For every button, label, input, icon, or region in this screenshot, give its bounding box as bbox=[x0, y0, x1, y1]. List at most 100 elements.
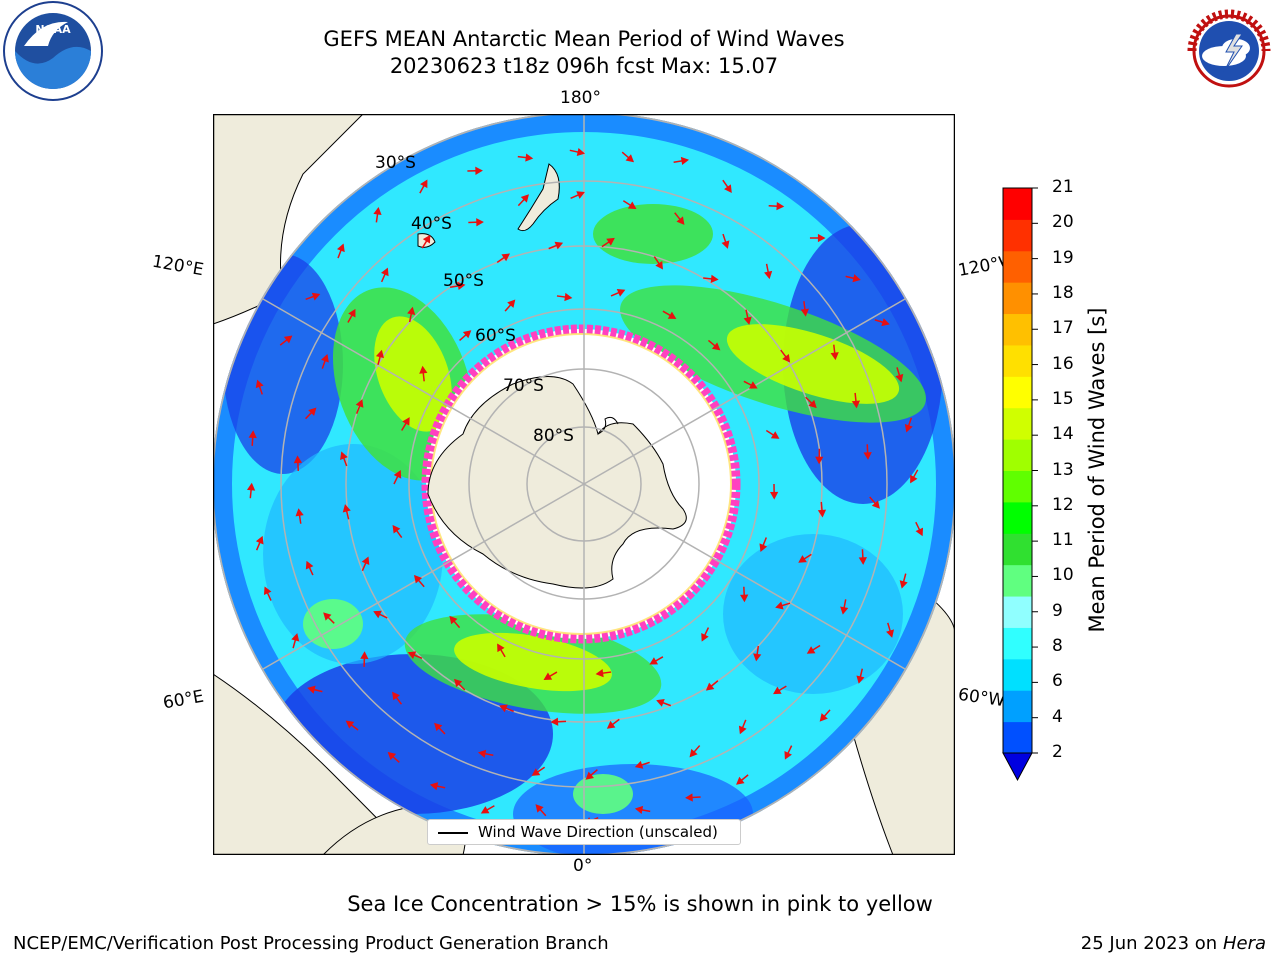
wave-direction-arrowhead bbox=[656, 698, 665, 707]
wave-direction-arrowhead bbox=[769, 491, 779, 500]
legend-line-swatch bbox=[438, 832, 468, 834]
wave-direction-arrowhead bbox=[858, 557, 867, 565]
colorbar-tick-label: 17 bbox=[1052, 318, 1074, 339]
wave-direction-arrowhead bbox=[711, 342, 721, 351]
wave-direction-arrowhead bbox=[915, 527, 924, 537]
wave-direction-arrowhead bbox=[800, 308, 809, 317]
colorbar-swatch bbox=[1003, 658, 1032, 691]
map-legend: Wind Wave Direction (unscaled) bbox=[427, 819, 741, 845]
colorbar-label: Mean Period of Wind Waves [s] bbox=[1085, 307, 1109, 633]
wave-direction-arrowhead bbox=[291, 633, 300, 642]
wave-direction-arrowhead bbox=[863, 452, 872, 460]
wave-direction-arrowhead bbox=[740, 594, 749, 603]
wave-direction-arrowhead bbox=[283, 335, 293, 344]
wave-direction-arrowhead bbox=[477, 749, 487, 758]
date-text: 25 Jun 2023 on Hera bbox=[1081, 933, 1266, 954]
polar-map: 30°S 40°S 50°S 60°S 70°S 80°S bbox=[213, 114, 955, 855]
wave-direction-arrowhead bbox=[705, 682, 715, 691]
wave-direction-arrowhead bbox=[576, 191, 585, 199]
lon-label-180: 180° bbox=[560, 88, 601, 108]
colorbar-tick-label: 16 bbox=[1052, 353, 1074, 374]
wave-direction-arrowhead bbox=[564, 292, 573, 302]
colorbar-swatch bbox=[1003, 344, 1032, 377]
wave-direction-arrowhead bbox=[476, 218, 484, 227]
wave-direction-arrowhead bbox=[710, 274, 719, 283]
wave-direction-arrowhead bbox=[759, 543, 768, 552]
wave-direction-arrowhead bbox=[535, 804, 544, 813]
wave-direction-arrowhead bbox=[856, 675, 865, 684]
wave-direction-arrowhead bbox=[595, 669, 604, 678]
wave-direction-arrowhead bbox=[457, 281, 466, 291]
wave-direction-arrowhead bbox=[307, 685, 316, 694]
wave-direction-arrowhead bbox=[520, 194, 529, 203]
wave-direction-arrowhead bbox=[308, 407, 317, 416]
colorbar-swatch bbox=[1003, 219, 1032, 252]
colorbar-tick-label: 21 bbox=[1052, 177, 1074, 197]
colorbar-tick-label: 19 bbox=[1052, 247, 1074, 268]
wave-direction-arrowhead bbox=[295, 508, 304, 517]
wave-direction-arrowhead bbox=[422, 234, 431, 244]
wave-direction-arrowhead bbox=[738, 725, 747, 735]
wave-direction-arrowhead bbox=[680, 156, 689, 166]
wave-direction-arrowhead bbox=[625, 154, 635, 163]
wave-direction-arrowhead bbox=[525, 153, 534, 162]
wave-direction-arrowhead bbox=[340, 451, 348, 460]
chart-subtitle: 20230623 t18z 096h fcst Max: 15.07 bbox=[389, 54, 779, 78]
wave-direction-arrowhead bbox=[387, 752, 397, 761]
wave-direction-arrowhead bbox=[782, 353, 791, 363]
wave-direction-arrowhead bbox=[554, 241, 564, 250]
colorbar-tick-label: 13 bbox=[1052, 459, 1074, 480]
wave-direction-arrowhead bbox=[255, 379, 264, 389]
colorbar-swatch bbox=[1003, 470, 1032, 503]
wave-direction-arrowhead bbox=[392, 691, 400, 701]
wave-direction-arrowhead bbox=[434, 722, 443, 732]
colorbar-swatch bbox=[1003, 439, 1032, 471]
wave-direction-arrowhead bbox=[895, 373, 904, 383]
wave-direction-arrowhead bbox=[392, 524, 401, 534]
colorbar-swatch bbox=[1003, 282, 1032, 315]
wave-direction-arrowhead bbox=[337, 243, 345, 253]
chart-title: GEFS MEAN Antarctic Mean Period of Wind … bbox=[323, 27, 845, 51]
wave-direction-arrowhead bbox=[817, 233, 826, 243]
wave-direction-arrowhead bbox=[830, 352, 839, 361]
colorbar-swatch bbox=[1003, 690, 1032, 723]
colorbar-swatch bbox=[1003, 627, 1032, 660]
wave-direction-arrowhead bbox=[453, 678, 463, 688]
lon-label-120e: 120°E bbox=[150, 251, 206, 281]
colorbar-tick-label: 9 bbox=[1052, 600, 1063, 621]
wave-direction-arrowhead bbox=[840, 606, 849, 615]
wave-direction-arrowhead bbox=[881, 318, 890, 327]
wave-direction-arrowhead bbox=[543, 672, 553, 680]
wave-direction-arrowhead bbox=[721, 240, 730, 249]
wave-direction-arrowhead bbox=[497, 643, 505, 653]
wave-direction-arrowhead bbox=[904, 424, 913, 433]
wave-direction-arrowhead bbox=[360, 651, 369, 660]
wave-direction-arrowhead bbox=[321, 353, 329, 363]
wave-direction-arrowhead bbox=[748, 381, 758, 389]
wave-direction-arrowhead bbox=[676, 216, 685, 225]
colorbar bbox=[1002, 187, 1038, 782]
wave-direction-arrowhead bbox=[420, 179, 428, 189]
map-panel: 30°S 40°S 50°S 60°S 70°S 80°S bbox=[213, 114, 955, 855]
colorbar-tick-label: 2 bbox=[1052, 742, 1063, 762]
colorbar-swatch bbox=[1003, 564, 1032, 597]
wave-direction-arrowhead bbox=[798, 555, 807, 563]
wave-direction-arrowhead bbox=[480, 806, 490, 814]
lat-label-80s: 80°S bbox=[533, 426, 574, 446]
legend-label: Wind Wave Direction (unscaled) bbox=[478, 823, 718, 841]
colorbar-swatch bbox=[1003, 376, 1032, 409]
colorbar-tick-label: 10 bbox=[1052, 565, 1074, 586]
wave-direction-arrowhead bbox=[355, 399, 364, 408]
wave-direction-arrowhead bbox=[507, 299, 516, 308]
svg-text:NOAA: NOAA bbox=[35, 23, 71, 36]
colorbar-swatch bbox=[1003, 501, 1032, 534]
wave-direction-arrowhead bbox=[701, 633, 709, 642]
wave-direction-arrowhead bbox=[784, 751, 792, 760]
wave-direction-arrowhead bbox=[342, 504, 351, 513]
wave-direction-arrowhead bbox=[263, 586, 272, 596]
wave-direction-arrowhead bbox=[776, 202, 785, 211]
colorbar-tick-label: 6 bbox=[1052, 671, 1063, 692]
wave-direction-arrowhead bbox=[743, 316, 752, 325]
wave-direction-arrowhead bbox=[627, 201, 637, 210]
nws-logo-icon bbox=[1178, 0, 1280, 102]
